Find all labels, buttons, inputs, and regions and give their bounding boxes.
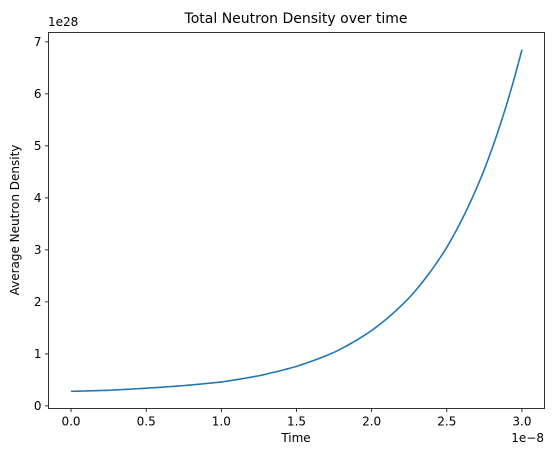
y-tick-label: 1 — [34, 347, 42, 361]
y-axis-label: Average Neutron Density — [8, 145, 22, 296]
x-tick-label: 2.5 — [437, 415, 456, 429]
x-tick-label: 2.0 — [362, 415, 381, 429]
y-tick-label: 7 — [34, 35, 42, 49]
y-offset-text: 1e28 — [48, 15, 78, 29]
x-offset-text: 1e−8 — [511, 431, 544, 445]
y-tick-label: 2 — [34, 295, 42, 309]
y-tick-label: 3 — [34, 243, 42, 257]
y-tick-label: 4 — [34, 191, 42, 205]
x-axis-label: Time — [280, 431, 310, 445]
x-tick-label: 1.0 — [212, 415, 231, 429]
y-tick-label: 5 — [34, 139, 42, 153]
series-line-0 — [71, 49, 523, 393]
x-tick-label: 0.0 — [61, 415, 80, 429]
x-tick-label: 3.0 — [512, 415, 531, 429]
x-tick-label: 0.5 — [137, 415, 156, 429]
chart-title: Total Neutron Density over time — [184, 11, 408, 27]
x-tick-label: 1.5 — [287, 415, 306, 429]
plot-frame — [48, 32, 545, 409]
y-tick-label: 6 — [34, 87, 42, 101]
y-tick-label: 0 — [34, 399, 42, 413]
